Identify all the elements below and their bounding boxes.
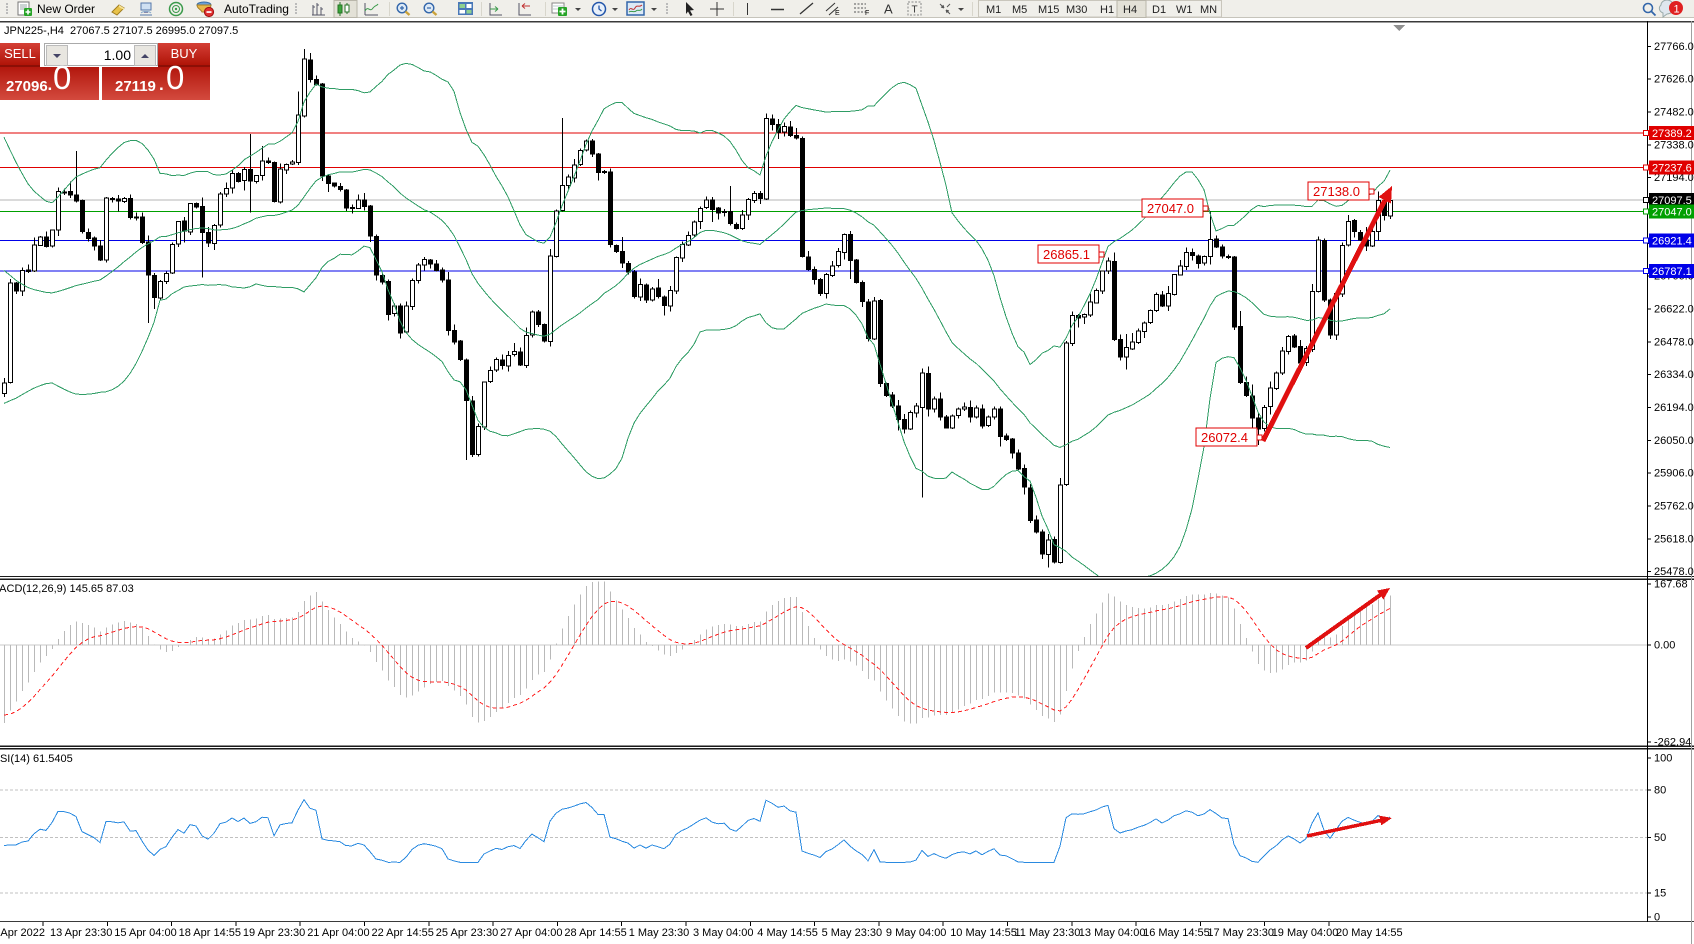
svg-text:27047.0: 27047.0 (1652, 206, 1692, 218)
svg-text:13 Apr 23:30: 13 Apr 23:30 (50, 927, 112, 939)
svg-text:27194.0: 27194.0 (1654, 172, 1694, 184)
svg-text:19 May 04:00: 19 May 04:00 (1272, 927, 1339, 939)
svg-text:25906.0: 25906.0 (1654, 468, 1694, 480)
svg-text:New Order: New Order (37, 2, 95, 16)
svg-text:20 May 14:55: 20 May 14:55 (1336, 927, 1403, 939)
svg-text:26921.4: 26921.4 (1652, 235, 1692, 247)
svg-text:MN: MN (1200, 4, 1217, 16)
svg-text:-262.94: -262.94 (1654, 737, 1691, 749)
svg-text:F: F (865, 10, 869, 17)
svg-text:E: E (835, 10, 840, 17)
svg-text:M1: M1 (986, 4, 1001, 16)
svg-text:MACD(12,26,9) 145.65 87.03: MACD(12,26,9) 145.65 87.03 (0, 583, 134, 595)
svg-text:26865.1: 26865.1 (1043, 247, 1090, 262)
svg-text:A: A (884, 2, 893, 17)
svg-text:27047.0: 27047.0 (1147, 201, 1194, 216)
svg-text:27237.6: 27237.6 (1652, 163, 1692, 175)
svg-text:1: 1 (1674, 4, 1680, 16)
svg-text:3 May 04:00: 3 May 04:00 (693, 927, 754, 939)
svg-text:18 Apr 14:55: 18 Apr 14:55 (179, 927, 241, 939)
svg-text:26478.0: 26478.0 (1654, 336, 1694, 348)
svg-text:M15: M15 (1038, 4, 1059, 16)
svg-text:0.00: 0.00 (1654, 640, 1675, 652)
svg-text:RSI(14) 61.5405: RSI(14) 61.5405 (0, 753, 73, 765)
svg-text:27626.0: 27626.0 (1654, 74, 1694, 86)
svg-text:5 May 23:30: 5 May 23:30 (822, 927, 883, 939)
svg-text:80: 80 (1654, 784, 1666, 796)
svg-text:27482.0: 27482.0 (1654, 107, 1694, 119)
svg-text:25478.0: 25478.0 (1654, 566, 1694, 578)
svg-text:27138.0: 27138.0 (1313, 184, 1360, 199)
svg-text:1 May 23:30: 1 May 23:30 (629, 927, 690, 939)
svg-text:T: T (912, 5, 918, 16)
svg-text:9 May 04:00: 9 May 04:00 (886, 927, 947, 939)
svg-text:4 May 14:55: 4 May 14:55 (757, 927, 818, 939)
svg-text:H1: H1 (1100, 4, 1114, 16)
svg-text:25618.0: 25618.0 (1654, 533, 1694, 545)
svg-text:27097.5: 27097.5 (1652, 195, 1692, 207)
svg-text:25 Apr 23:30: 25 Apr 23:30 (436, 927, 498, 939)
svg-text:15 Apr 04:00: 15 Apr 04:00 (114, 927, 176, 939)
svg-text:26622.0: 26622.0 (1654, 304, 1694, 316)
svg-text:19 Apr 23:30: 19 Apr 23:30 (243, 927, 305, 939)
svg-text:28 Apr 14:55: 28 Apr 14:55 (564, 927, 626, 939)
svg-text:AutoTrading: AutoTrading (224, 2, 289, 16)
svg-text:100: 100 (1654, 753, 1672, 765)
svg-text:167.68: 167.68 (1654, 579, 1688, 591)
svg-text:13 May 04:00: 13 May 04:00 (1079, 927, 1146, 939)
svg-text:27338.0: 27338.0 (1654, 139, 1694, 151)
svg-text:W1: W1 (1176, 4, 1193, 16)
svg-text:D1: D1 (1152, 4, 1166, 16)
svg-text:26050.0: 26050.0 (1654, 435, 1694, 447)
svg-text:16 May 14:55: 16 May 14:55 (1143, 927, 1210, 939)
svg-text:26194.0: 26194.0 (1654, 402, 1694, 414)
svg-text:26072.4: 26072.4 (1201, 430, 1248, 445)
svg-text:M5: M5 (1012, 4, 1027, 16)
svg-text:27766.0: 27766.0 (1654, 41, 1694, 53)
svg-text:15: 15 (1654, 888, 1666, 900)
svg-text:21 Apr 04:00: 21 Apr 04:00 (307, 927, 369, 939)
svg-text:11 May 23:30: 11 May 23:30 (1015, 927, 1081, 939)
svg-text:25762.0: 25762.0 (1654, 501, 1694, 513)
svg-text:50: 50 (1654, 832, 1666, 844)
svg-text:26787.1: 26787.1 (1652, 266, 1692, 278)
svg-text:27389.2: 27389.2 (1652, 128, 1692, 140)
svg-text:22 Apr 14:55: 22 Apr 14:55 (372, 927, 434, 939)
svg-text:17 May 23:30: 17 May 23:30 (1207, 927, 1274, 939)
svg-text:27 Apr 04:00: 27 Apr 04:00 (500, 927, 562, 939)
svg-text:M30: M30 (1066, 4, 1087, 16)
svg-text:10 May 14:55: 10 May 14:55 (950, 927, 1017, 939)
svg-text:0: 0 (1654, 912, 1660, 924)
svg-text:12 Apr 2022: 12 Apr 2022 (0, 927, 45, 939)
svg-text:H4: H4 (1123, 4, 1137, 16)
svg-text:26334.0: 26334.0 (1654, 369, 1694, 381)
